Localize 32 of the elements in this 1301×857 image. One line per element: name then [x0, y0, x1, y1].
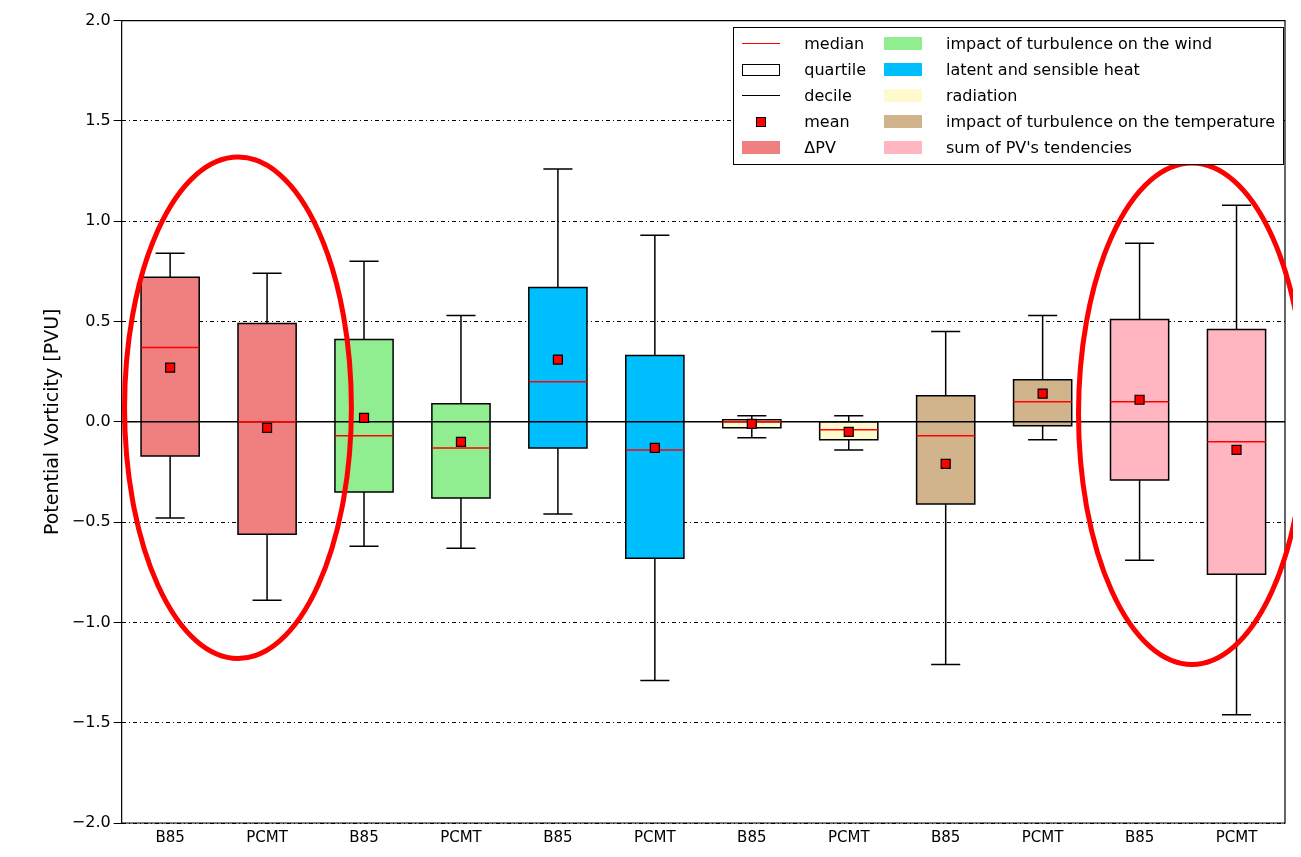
legend-label: impact of turbulence on the temperature — [945, 112, 1275, 132]
annotation: quartile — [804, 60, 866, 80]
legend-label: latent and sensible heat — [945, 60, 1140, 80]
y-tick-label: 2.0 — [85, 9, 111, 29]
x-tick-label: PCMT — [1215, 827, 1259, 846]
x-tick-label: B85 — [930, 827, 961, 846]
y-axis-title: Potential Vorticity [PVU] — [40, 308, 63, 536]
y-tick-label: 1.5 — [85, 110, 111, 130]
x-tick-label: B85 — [155, 827, 185, 846]
y-tick-label: −1.5 — [71, 711, 111, 731]
annotation: mean — [804, 112, 850, 132]
x-tick-label: PCMT — [440, 827, 483, 846]
x-tick-label: PCMT — [634, 827, 677, 846]
y-tick-label: 0.5 — [85, 310, 111, 330]
y-tick-label: 0.0 — [85, 410, 111, 430]
x-tick-label: PCMT — [1021, 827, 1065, 846]
annotation: decile — [804, 86, 852, 106]
x-tick-label: B85 — [349, 827, 379, 846]
legend-label: ΔPV — [804, 138, 836, 158]
x-tick-label: PCMT — [827, 827, 871, 846]
legend-label: sum of PV's tendencies — [945, 138, 1132, 158]
x-tick-label: B85 — [543, 827, 573, 846]
x-tick-label: B85 — [737, 827, 767, 846]
y-tick-label: 1.0 — [85, 210, 111, 230]
y-tick-label: −2.0 — [71, 812, 111, 832]
y-tick-label: −0.5 — [71, 511, 111, 531]
x-tick-label: B85 — [1124, 827, 1155, 846]
legend-label: radiation — [945, 86, 1018, 106]
y-tick-label: −1.0 — [71, 611, 111, 631]
annotation: median — [804, 34, 865, 54]
legend-label: impact of turbulence on the wind — [945, 34, 1213, 54]
x-tick-label: PCMT — [246, 827, 289, 846]
